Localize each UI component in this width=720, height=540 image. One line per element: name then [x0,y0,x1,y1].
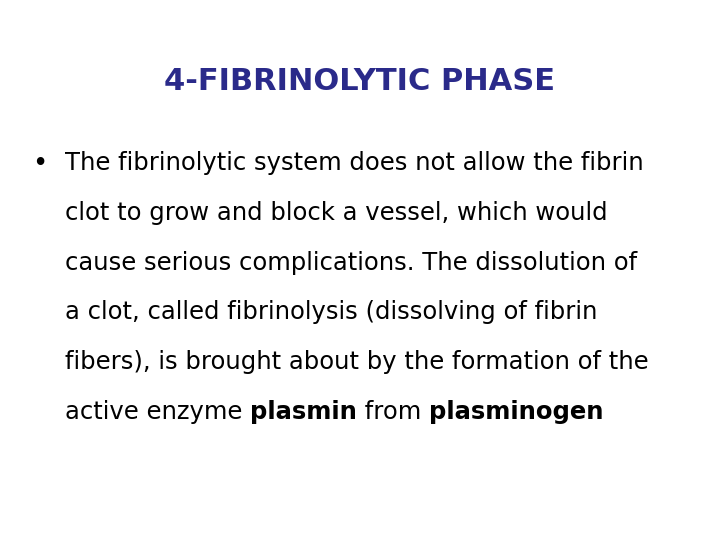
Text: plasminogen: plasminogen [429,400,603,423]
Text: clot to grow and block a vessel, which would: clot to grow and block a vessel, which w… [65,201,608,225]
Text: plasmin: plasmin [250,400,357,423]
Text: a clot, called fibrinolysis (dissolving of fibrin: a clot, called fibrinolysis (dissolving … [65,300,597,324]
Text: from: from [357,400,429,423]
Text: fibers), is brought about by the formation of the: fibers), is brought about by the formati… [65,350,649,374]
Text: •: • [32,151,48,177]
Text: The fibrinolytic system does not allow the fibrin: The fibrinolytic system does not allow t… [65,151,644,175]
Text: active enzyme: active enzyme [65,400,250,423]
Text: cause serious complications. The dissolution of: cause serious complications. The dissolu… [65,251,637,274]
Text: 4-FIBRINOLYTIC PHASE: 4-FIBRINOLYTIC PHASE [164,68,556,97]
